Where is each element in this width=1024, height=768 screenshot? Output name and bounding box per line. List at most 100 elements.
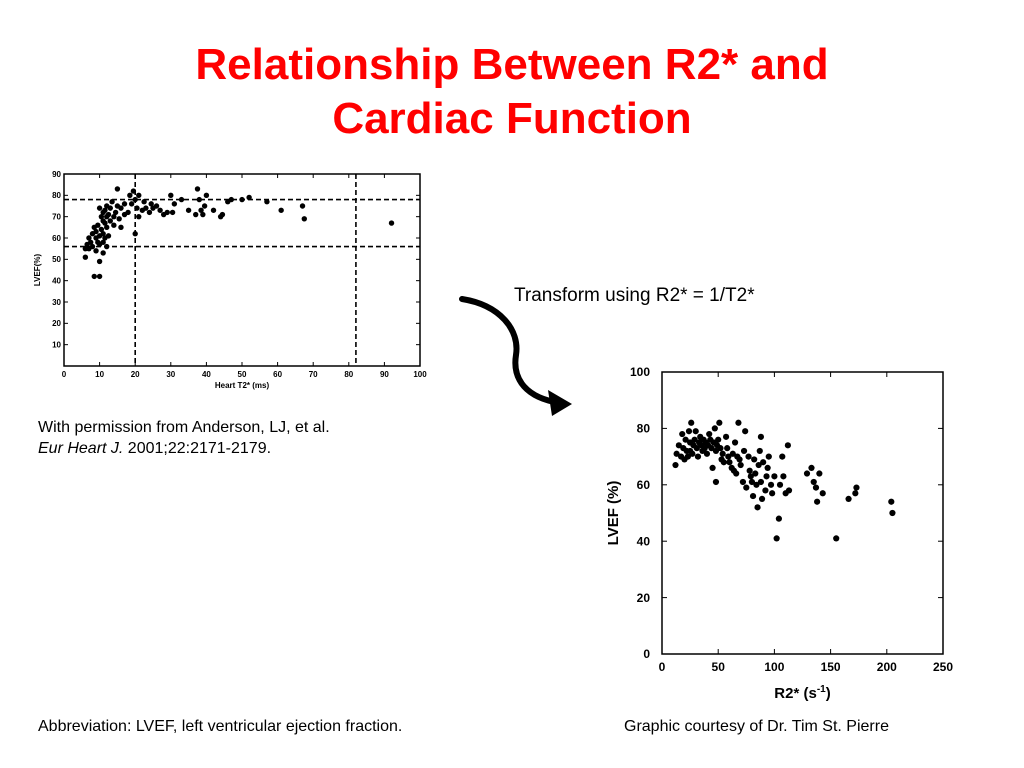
data-point bbox=[771, 473, 778, 480]
data-point bbox=[712, 447, 720, 455]
data-point bbox=[104, 224, 110, 231]
data-point bbox=[111, 222, 117, 228]
data-point bbox=[157, 207, 163, 213]
data-point bbox=[754, 504, 761, 511]
data-point bbox=[784, 442, 791, 449]
data-point bbox=[134, 205, 140, 211]
data-point bbox=[745, 453, 752, 460]
plot-frame bbox=[661, 371, 944, 655]
y-tick-label: 80 bbox=[52, 191, 61, 200]
data-point bbox=[773, 535, 780, 542]
data-point bbox=[731, 439, 739, 446]
data-point bbox=[733, 470, 740, 477]
data-point bbox=[148, 201, 154, 207]
data-point bbox=[193, 211, 199, 218]
data-point bbox=[301, 216, 307, 222]
data-point bbox=[735, 419, 742, 426]
y-tick-label: 60 bbox=[637, 478, 651, 492]
data-point bbox=[264, 199, 270, 205]
data-point bbox=[196, 196, 202, 203]
data-point bbox=[82, 254, 89, 260]
data-point bbox=[785, 487, 793, 494]
x-tick-label: 150 bbox=[821, 660, 841, 674]
abbreviation-note: Abbreviation: LVEF, left ventricular eje… bbox=[38, 718, 403, 735]
data-point bbox=[178, 196, 185, 203]
journal-name: Eur Heart J. bbox=[38, 440, 124, 457]
data-point bbox=[102, 220, 108, 226]
data-point bbox=[812, 484, 820, 491]
y-tick-label: 10 bbox=[52, 340, 61, 349]
data-point bbox=[711, 425, 718, 432]
slide-title-line1: Relationship Between R2* and bbox=[195, 40, 829, 89]
y-tick-label: 0 bbox=[643, 647, 650, 661]
y-tick-label: 80 bbox=[637, 422, 651, 436]
data-point bbox=[141, 199, 147, 205]
data-point bbox=[107, 218, 113, 224]
x-tick-label: 200 bbox=[877, 660, 897, 674]
data-point bbox=[203, 192, 210, 199]
x-tick-label: 100 bbox=[413, 370, 427, 379]
data-point bbox=[118, 224, 124, 231]
slide-title-line2: Cardiac Function bbox=[332, 94, 692, 143]
data-point bbox=[755, 461, 762, 469]
data-point bbox=[693, 445, 700, 452]
data-point bbox=[779, 453, 786, 460]
data-point bbox=[100, 250, 106, 256]
y-tick-label: 20 bbox=[637, 591, 651, 605]
data-point bbox=[762, 487, 769, 494]
permission-line2: Eur Heart J. 2001;22:2171-2179. bbox=[38, 438, 330, 459]
data-point bbox=[769, 490, 776, 497]
data-point bbox=[814, 498, 821, 505]
data-point bbox=[808, 464, 815, 471]
data-point bbox=[112, 209, 119, 216]
data-point bbox=[169, 209, 176, 216]
data-point bbox=[833, 535, 840, 542]
data-point bbox=[853, 484, 860, 491]
y-axis-label: LVEF (%) bbox=[605, 481, 622, 546]
data-point bbox=[299, 203, 306, 209]
data-point bbox=[780, 473, 787, 480]
y-tick-label: 30 bbox=[52, 298, 61, 307]
x-tick-label: 90 bbox=[380, 370, 389, 379]
data-point bbox=[810, 478, 817, 486]
data-point bbox=[93, 228, 99, 235]
data-point bbox=[118, 205, 124, 211]
data-point bbox=[228, 196, 235, 203]
data-point bbox=[776, 481, 784, 488]
data-point bbox=[102, 207, 108, 213]
data-point bbox=[694, 453, 702, 460]
x-tick-label: 40 bbox=[202, 370, 211, 379]
permission-citation: With permission from Anderson, LJ, et al… bbox=[38, 417, 330, 459]
data-point bbox=[136, 192, 142, 199]
data-point bbox=[86, 235, 92, 241]
data-point bbox=[757, 433, 765, 440]
data-point bbox=[722, 433, 730, 440]
data-point bbox=[132, 231, 138, 237]
data-point bbox=[708, 445, 715, 452]
data-point bbox=[136, 213, 142, 220]
data-point bbox=[751, 456, 758, 463]
data-point bbox=[93, 248, 99, 254]
data-point bbox=[198, 207, 204, 213]
slide-title: Relationship Between R2* and Cardiac Fun… bbox=[0, 38, 1024, 146]
y-tick-label: 100 bbox=[630, 365, 650, 379]
data-point bbox=[716, 419, 723, 426]
x-tick-label: 70 bbox=[309, 370, 318, 379]
data-point bbox=[130, 188, 137, 194]
data-point bbox=[758, 495, 766, 502]
x-tick-label: 100 bbox=[764, 660, 784, 674]
data-point bbox=[752, 470, 759, 477]
data-point bbox=[104, 243, 110, 250]
data-point bbox=[845, 495, 852, 502]
data-point bbox=[91, 273, 97, 280]
data-point bbox=[132, 196, 138, 203]
data-point bbox=[767, 481, 775, 488]
x-tick-label: 50 bbox=[712, 660, 726, 674]
data-point bbox=[816, 470, 823, 477]
y-tick-label: 70 bbox=[52, 212, 61, 221]
data-point bbox=[98, 226, 105, 233]
data-point bbox=[737, 461, 744, 469]
data-point bbox=[105, 211, 112, 218]
x-axis-label-close: ) bbox=[826, 685, 831, 702]
